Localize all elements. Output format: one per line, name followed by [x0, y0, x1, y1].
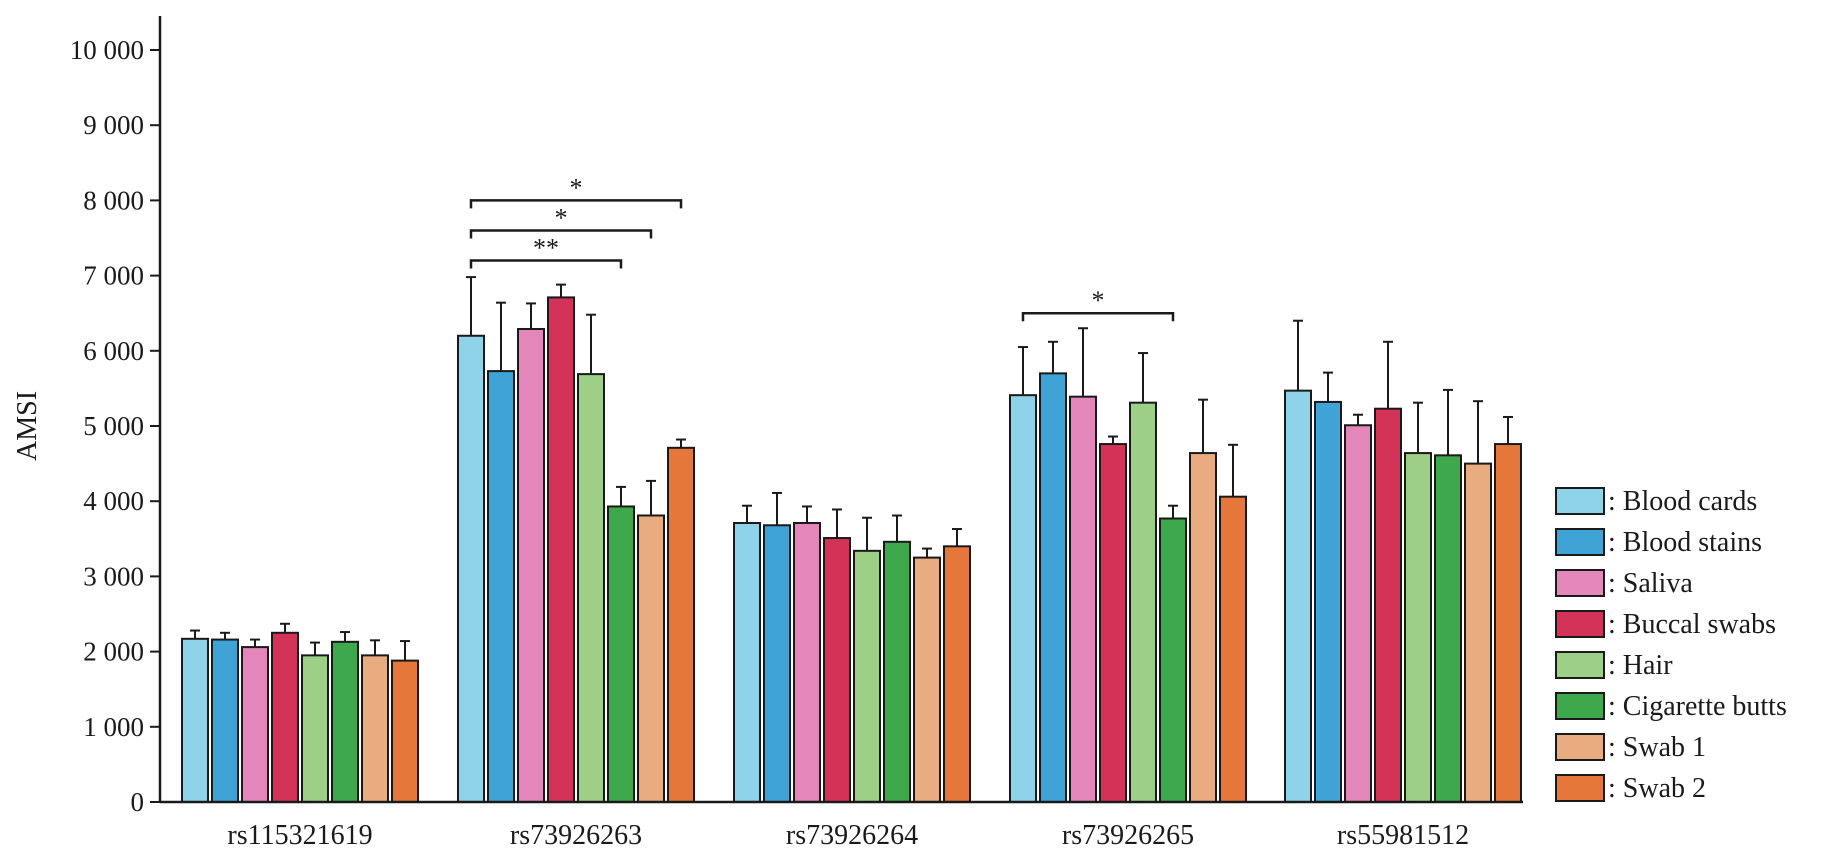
y-tick-label: 8 000 — [83, 185, 144, 215]
y-tick-label: 7 000 — [83, 261, 144, 291]
significance-bracket — [1021, 311, 1175, 322]
y-tick-label: 3 000 — [83, 561, 144, 591]
significance-label: * — [570, 173, 583, 202]
bar — [457, 334, 485, 803]
axes: 0 1 000 2 000 3 000 4 000 5 000 6 000 7 000 8 00… — [12, 16, 1523, 851]
bar — [1039, 372, 1067, 803]
bar — [667, 446, 695, 803]
y-tick-label: 9 000 — [83, 110, 144, 140]
bar — [1189, 452, 1217, 803]
legend-swatch — [1555, 651, 1605, 679]
legend-label: : Blood stains — [1608, 527, 1762, 558]
legend-swatch — [1555, 774, 1605, 802]
bar — [853, 549, 881, 803]
bar — [763, 524, 791, 803]
bar — [637, 514, 665, 803]
legend-label: : Swab 2 — [1608, 773, 1706, 804]
legend-swatch — [1555, 610, 1605, 638]
bar — [1374, 407, 1402, 803]
bar — [211, 638, 239, 803]
bar — [517, 327, 545, 803]
y-tick-label: 2 000 — [83, 637, 144, 667]
y-tick-label: 0 — [131, 787, 145, 817]
bar — [361, 654, 389, 803]
bar — [1284, 389, 1312, 803]
bar — [1344, 424, 1372, 803]
bar — [883, 540, 911, 803]
legend-label: : Buccal swabs — [1608, 609, 1776, 640]
significance-label: * — [555, 203, 568, 232]
legend-label: : Cigarette butts — [1608, 691, 1787, 722]
y-axis-title: AMSI — [12, 391, 43, 461]
significance-label: * — [1092, 286, 1105, 315]
legend-swatch — [1555, 487, 1605, 515]
y-tick-label: 5 000 — [83, 411, 144, 441]
significance-label: ** — [533, 234, 559, 263]
significance-annotations: ***** — [469, 173, 1175, 322]
bar — [1099, 443, 1127, 803]
y-tick-label: 10 000 — [70, 35, 144, 65]
bar — [1404, 452, 1432, 803]
bar — [577, 373, 605, 803]
bar — [331, 640, 359, 803]
x-category-label: rs73926263 — [510, 820, 642, 851]
significance-bracket — [469, 199, 683, 209]
legend-swatch — [1555, 692, 1605, 720]
bar — [1009, 394, 1037, 803]
bar — [943, 545, 971, 803]
bar — [1494, 443, 1522, 803]
bar — [391, 659, 419, 804]
bar — [1314, 400, 1342, 803]
x-category-label: rs55981512 — [1337, 820, 1469, 851]
significance-bracket — [469, 259, 623, 269]
legend-swatch — [1555, 569, 1605, 597]
bar — [547, 296, 575, 803]
bar — [1219, 495, 1247, 803]
bar — [1464, 462, 1492, 803]
bar — [733, 522, 761, 803]
bar — [1434, 454, 1462, 803]
x-category-label: rs115321619 — [227, 820, 372, 851]
bar — [913, 556, 941, 803]
bar — [607, 505, 635, 803]
bar — [181, 637, 209, 803]
legend-swatch — [1555, 528, 1605, 556]
bar — [1159, 517, 1187, 803]
x-category-label: rs73926264 — [786, 820, 918, 851]
bar — [271, 631, 299, 803]
bar — [823, 537, 851, 803]
bars-layer — [181, 276, 1522, 804]
y-tick-label: 4 000 — [83, 486, 144, 516]
bar — [793, 522, 821, 803]
y-tick-label: 1 000 — [83, 712, 144, 742]
bar — [1129, 401, 1157, 803]
legend-swatch — [1555, 733, 1605, 761]
bar — [1069, 395, 1097, 803]
y-tick-label: 6 000 — [83, 336, 144, 366]
bar — [487, 370, 515, 803]
significance-bracket — [469, 229, 653, 239]
bar — [301, 654, 329, 803]
x-category-label: rs73926265 — [1062, 820, 1194, 851]
legend: : Blood cards : Blood stains : Saliva : Buc… — [1555, 486, 1787, 804]
legend-label: : Swab 1 — [1608, 732, 1706, 763]
legend-label: : Saliva — [1608, 568, 1693, 599]
legend-label: : Blood cards — [1608, 486, 1757, 517]
bar — [241, 646, 269, 804]
legend-label: : Hair — [1608, 650, 1673, 681]
